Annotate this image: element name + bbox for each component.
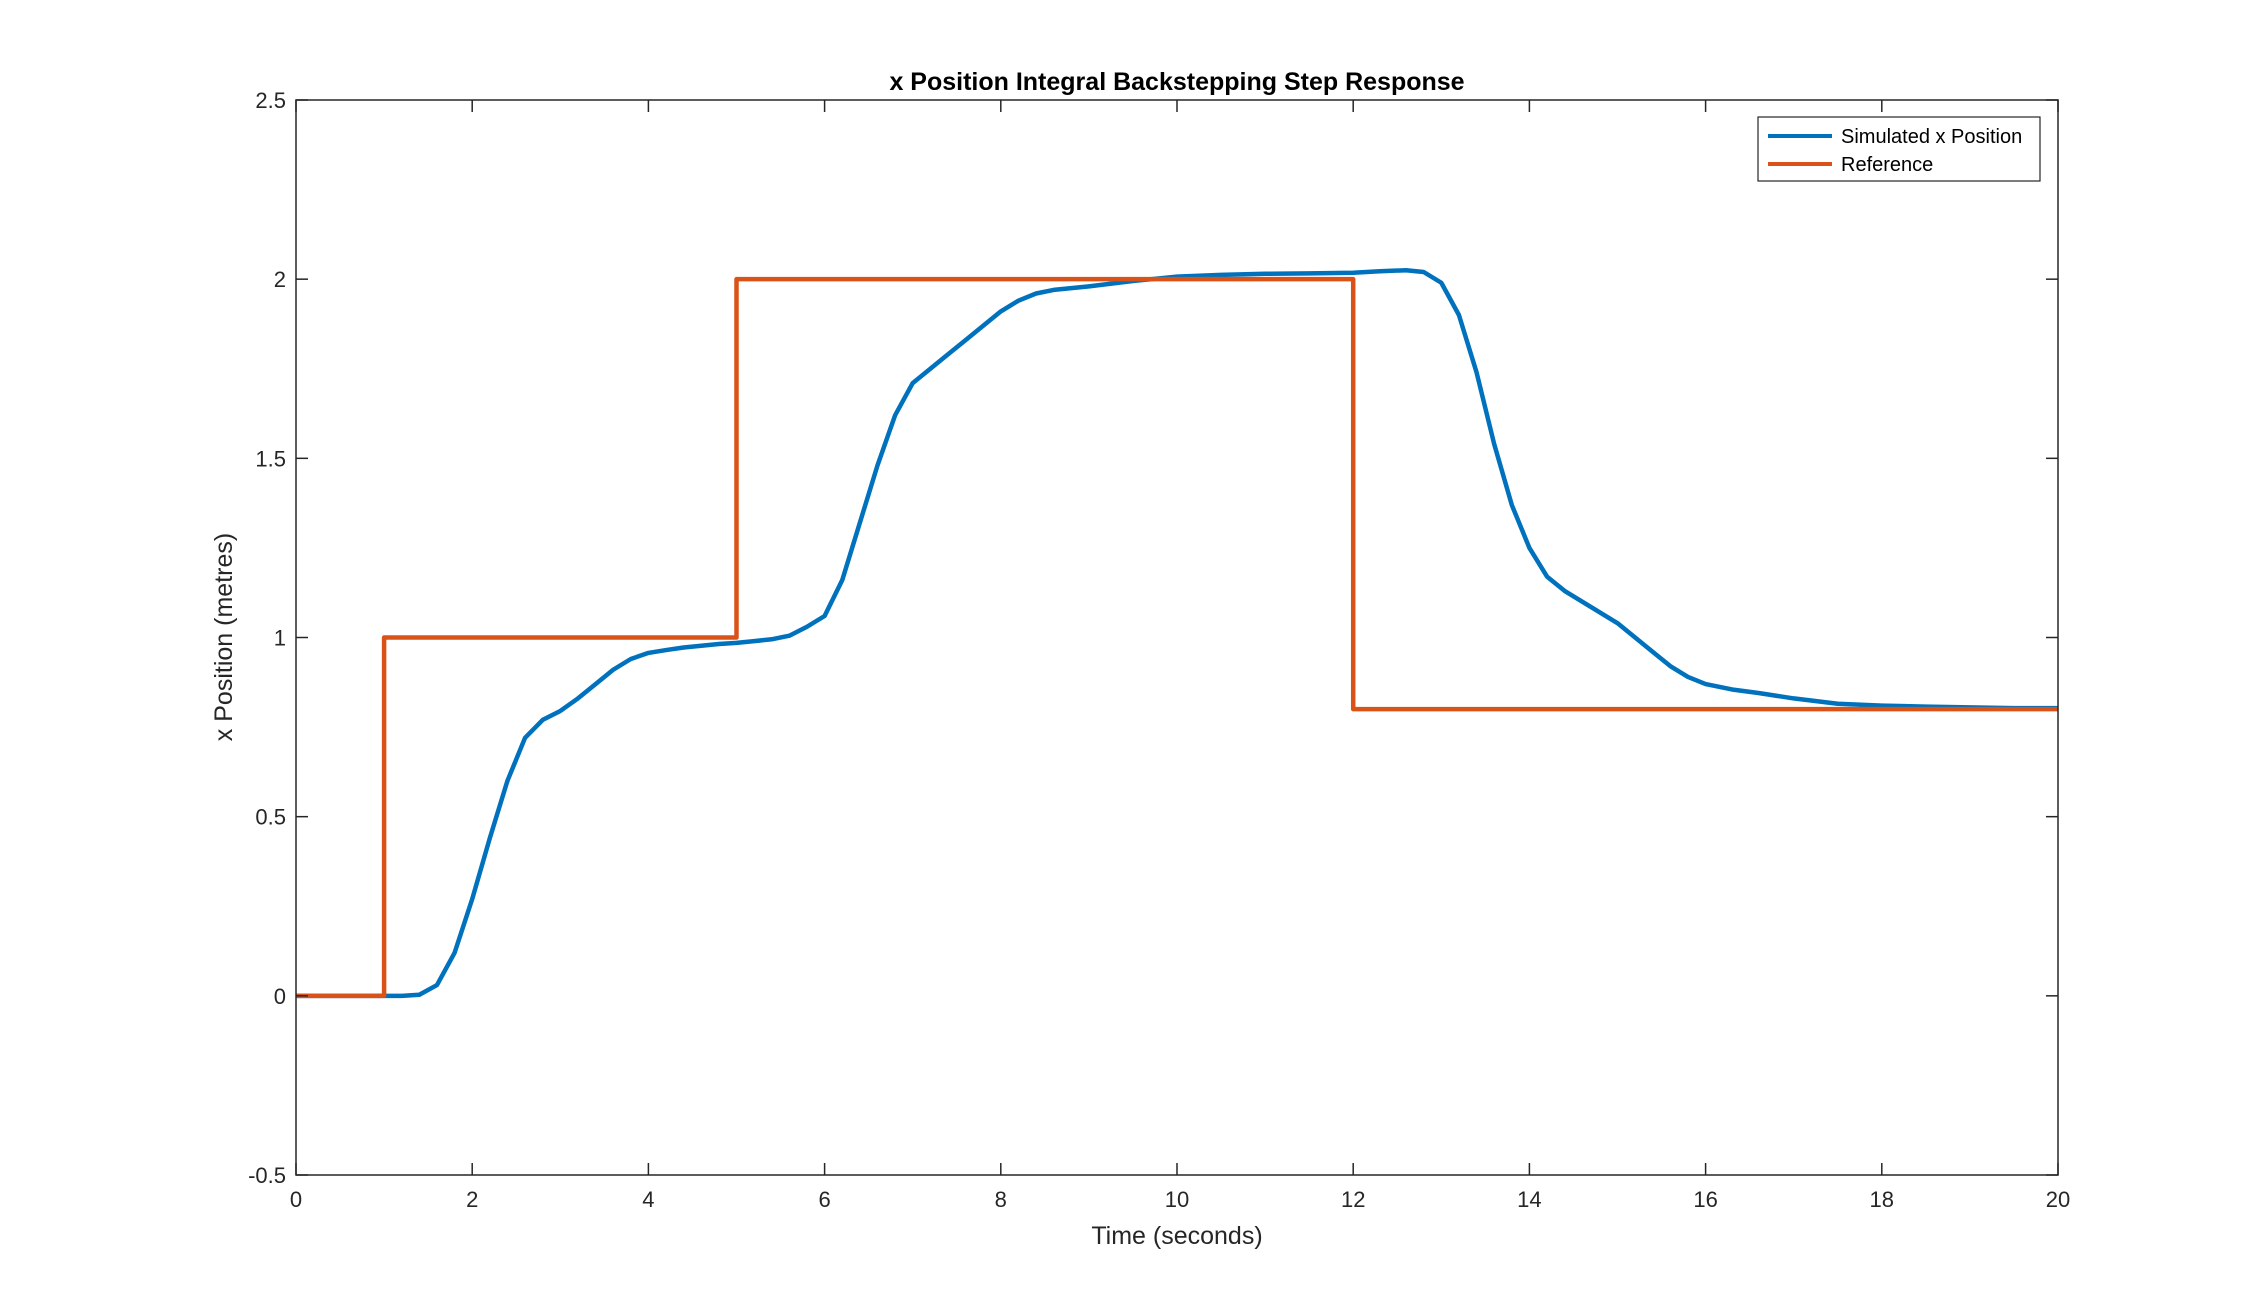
legend-label-simulated-x-position: Simulated x Position <box>1841 126 2022 148</box>
x-axis-label: Time (seconds) <box>1091 1222 1262 1250</box>
x-tick-label: 2 <box>466 1187 478 1212</box>
x-tick-label: 8 <box>995 1187 1007 1212</box>
x-tick-label: 4 <box>642 1187 654 1212</box>
legend: Simulated x Position Reference <box>1757 116 2041 182</box>
y-tick-label: 0 <box>274 984 286 1009</box>
y-tick-label: 0.5 <box>255 805 286 830</box>
x-tick-label: 18 <box>1870 1187 1894 1212</box>
legend-box <box>1757 116 2041 182</box>
x-tick-label: 6 <box>818 1187 830 1212</box>
x-tick-label: 12 <box>1341 1187 1365 1212</box>
y-axis-label: x Position (metres) <box>210 533 238 741</box>
x-tick-label: 14 <box>1517 1187 1541 1212</box>
y-tick-label: 2.5 <box>255 88 286 113</box>
legend-label-reference: Reference <box>1841 154 1933 176</box>
chart-title: x Position Integral Backstepping Step Re… <box>889 68 1464 96</box>
series-line-reference <box>296 276 2058 999</box>
series-layer <box>296 267 2058 999</box>
x-tick-label: 16 <box>1693 1187 1717 1212</box>
y-tick-label: 1 <box>274 626 286 651</box>
tick-layer: 0 2 4 6 8 10 12 14 16 18 20-0.500.511.522.5 <box>248 88 2070 1212</box>
y-tick-label: 1.5 <box>255 446 286 471</box>
y-tick-label: 2 <box>274 267 286 292</box>
x-tick-label: 0 <box>290 1187 302 1212</box>
x-tick-label: 20 <box>2046 1187 2070 1212</box>
x-tick-label: 10 <box>1165 1187 1189 1212</box>
series-line-simulated-x-position <box>296 267 2058 999</box>
y-tick-label: -0.5 <box>248 1163 286 1188</box>
